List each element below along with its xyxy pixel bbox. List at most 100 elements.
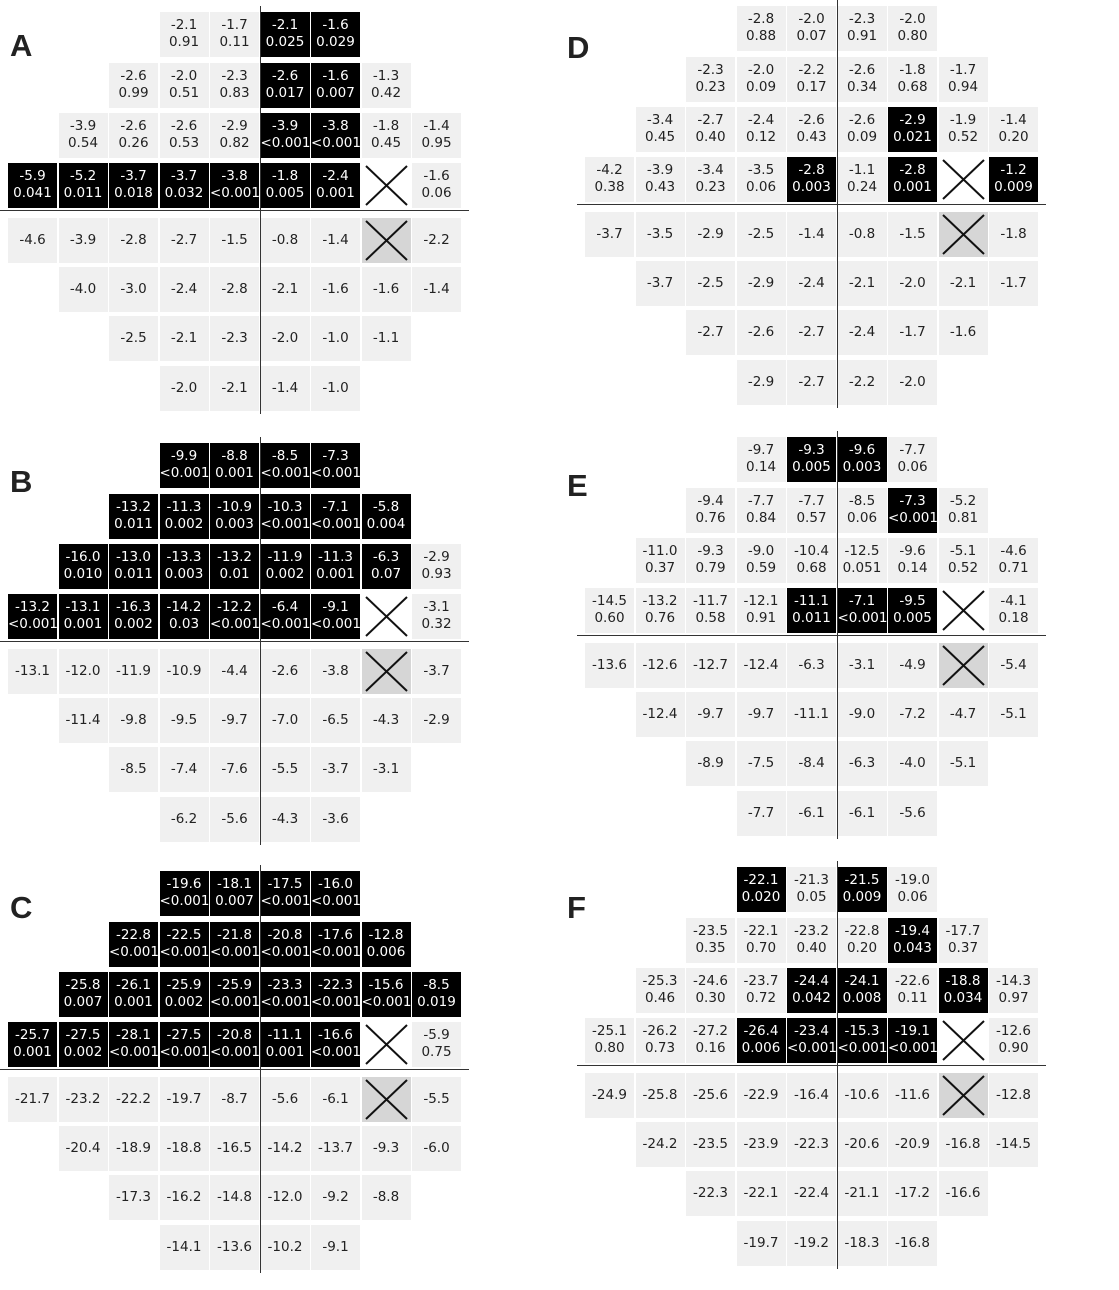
deviation-value: -27.5 bbox=[65, 1027, 101, 1043]
deviation-value: -11.1 bbox=[794, 706, 829, 722]
p-value: 0.001 bbox=[13, 1044, 52, 1060]
deviation-value: -12.5 bbox=[844, 543, 880, 559]
p-value: 0.005 bbox=[893, 610, 932, 626]
p-value: <0.001 bbox=[311, 465, 361, 481]
deviation-value: -1.2 bbox=[1000, 162, 1027, 178]
deviation-value: -26.1 bbox=[116, 977, 151, 993]
grid-cell: -2.2 0.17 bbox=[787, 57, 836, 102]
p-value: 0.76 bbox=[644, 610, 676, 626]
grid-cell: -2.0 0.51 bbox=[159, 63, 209, 108]
deviation-value: -7.3 bbox=[899, 493, 926, 509]
deviation-value: -2.1 bbox=[848, 275, 876, 291]
deviation-value: -2.5 bbox=[747, 226, 775, 242]
grid-cell: -26.2 0.73 bbox=[635, 1018, 685, 1063]
grid-cell: -24.2 bbox=[635, 1122, 685, 1167]
p-value: 0.18 bbox=[998, 610, 1029, 626]
grid-cell: -4.7 bbox=[938, 692, 988, 737]
significant-cell: -2.1 0.025 bbox=[260, 12, 310, 57]
grid-cell: -1.1 bbox=[361, 316, 411, 361]
deviation-value: -14.5 bbox=[996, 1136, 1031, 1152]
p-value: 0.005 bbox=[265, 185, 305, 201]
deviation-value: -5.4 bbox=[1000, 657, 1027, 673]
grid-cell: -2.3 0.91 bbox=[837, 6, 887, 51]
significant-cell: -5.2 0.011 bbox=[58, 163, 108, 208]
grid-cell: -1.7 bbox=[989, 261, 1038, 306]
blind-spot-x-icon bbox=[941, 590, 985, 631]
grid-cell: -17.3 bbox=[109, 1175, 158, 1220]
grid-cell: -2.8 bbox=[109, 218, 158, 263]
grid-cell: -4.6 bbox=[8, 218, 57, 263]
deviation-value: -9.6 bbox=[899, 543, 926, 559]
deviation-value: -9.3 bbox=[697, 543, 724, 559]
deviation-value: -12.7 bbox=[693, 657, 728, 673]
deviation-value: -3.7 bbox=[322, 761, 349, 777]
blind-spot-cell bbox=[361, 649, 411, 694]
grid-cell: -22.2 bbox=[109, 1077, 158, 1122]
grid-cell: -18.3 bbox=[837, 1221, 887, 1266]
grid-cell: -1.4 bbox=[311, 218, 360, 263]
p-value: <0.001 bbox=[8, 616, 58, 632]
deviation-value: -22.3 bbox=[318, 977, 353, 993]
deviation-value: -11.4 bbox=[65, 712, 101, 728]
grid-cell: -7.4 bbox=[159, 747, 209, 792]
deviation-value: -20.9 bbox=[895, 1136, 930, 1152]
deviation-value: -4.0 bbox=[69, 281, 97, 297]
grid-cell: -14.8 bbox=[210, 1175, 259, 1220]
grid-cell: -3.7 bbox=[311, 747, 360, 792]
p-value: <0.001 bbox=[311, 616, 361, 632]
grid-cell: -1.5 bbox=[888, 212, 937, 257]
grid-cell: -9.0 0.59 bbox=[736, 538, 786, 583]
p-value: 0.034 bbox=[943, 990, 983, 1006]
grid-cell: -2.0 0.09 bbox=[736, 57, 786, 102]
p-value: 0.16 bbox=[695, 1040, 726, 1056]
deviation-value: -2.4 bbox=[170, 281, 198, 297]
p-value: 0.043 bbox=[893, 940, 932, 956]
significant-cell: -25.9 0.002 bbox=[159, 972, 209, 1017]
grid-cell: -16.4 bbox=[787, 1073, 836, 1118]
deviation-value: -1.1 bbox=[372, 330, 400, 346]
p-value: 0.84 bbox=[745, 510, 777, 526]
deviation-value: -9.5 bbox=[170, 712, 198, 728]
deviation-value: -9.8 bbox=[120, 712, 147, 728]
grid-cell: -9.7 bbox=[736, 692, 786, 737]
grid-cell: -17.2 bbox=[888, 1171, 937, 1216]
grid-cell: -20.6 bbox=[837, 1122, 887, 1167]
p-value: 0.001 bbox=[265, 1044, 305, 1060]
p-value: 0.93 bbox=[421, 566, 452, 582]
grid-cell: -22.3 bbox=[686, 1171, 735, 1216]
p-value: 0.40 bbox=[695, 129, 726, 145]
horizontal-meridian bbox=[0, 210, 469, 211]
grid-cell: -25.1 0.80 bbox=[585, 1018, 634, 1063]
deviation-value: -9.5 bbox=[899, 593, 926, 609]
blind-spot-x-icon bbox=[941, 645, 985, 686]
grid-cell: -8.7 bbox=[210, 1077, 259, 1122]
deviation-value: -10.3 bbox=[267, 499, 303, 515]
horizontal-meridian bbox=[577, 204, 1046, 205]
deviation-value: -1.5 bbox=[221, 232, 248, 248]
deviation-value: -3.8 bbox=[221, 168, 248, 184]
grid-cell: -19.2 bbox=[787, 1221, 836, 1266]
blind-spot-x-icon bbox=[941, 1075, 985, 1116]
p-value: 0.002 bbox=[63, 1044, 103, 1060]
p-value: 0.45 bbox=[370, 135, 402, 151]
significant-cell: -16.3 0.002 bbox=[109, 594, 158, 639]
grid-cell: -3.4 0.23 bbox=[686, 157, 735, 202]
p-value: 0.042 bbox=[792, 990, 831, 1006]
grid-cell: -2.1 bbox=[159, 316, 209, 361]
grid-cell: -13.6 bbox=[585, 643, 634, 688]
grid-cell: -2.6 bbox=[736, 310, 786, 355]
p-value: <0.001 bbox=[159, 893, 210, 909]
grid-cell: -4.2 0.38 bbox=[585, 157, 634, 202]
p-value: <0.001 bbox=[109, 944, 159, 960]
grid-cell: -4.3 bbox=[361, 698, 411, 743]
deviation-value: -16.0 bbox=[318, 876, 353, 892]
p-value: 0.021 bbox=[893, 129, 932, 145]
deviation-value: -2.3 bbox=[697, 62, 724, 78]
significant-cell: -22.5 <0.001 bbox=[159, 922, 209, 967]
deviation-value: -22.4 bbox=[794, 1185, 829, 1201]
p-value: 0.91 bbox=[168, 34, 200, 50]
deviation-value: -9.7 bbox=[221, 712, 248, 728]
grid-cell: -22.1 bbox=[736, 1171, 786, 1216]
grid-cell: -1.0 bbox=[311, 366, 360, 411]
grid-cell: -12.0 bbox=[58, 649, 108, 694]
